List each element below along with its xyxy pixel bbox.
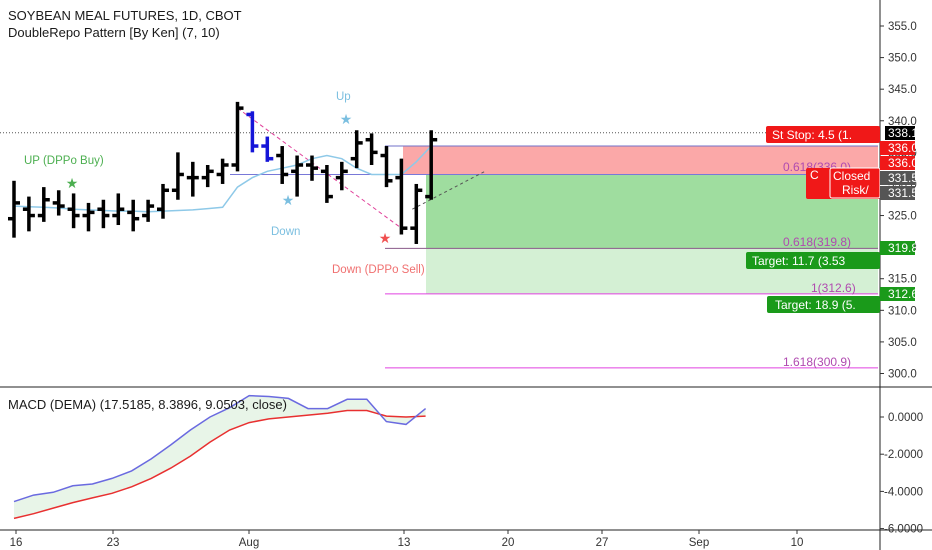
ohlc-bar [306,155,318,181]
ohlc-bar [97,199,110,229]
ohlc-bar [157,183,169,219]
stop-label: St Stop: 4.5 (1. [772,128,852,142]
ohlc-bar [380,146,393,188]
time-tick-label: 10 [791,537,804,549]
target-2-box [767,296,880,313]
ohlc-bar [52,190,65,216]
price-tag-336b-text: 336.0 [888,156,918,170]
price-tick-label: 350.0 [888,53,917,65]
price-tick-label: 340.0 [888,116,917,128]
ohlc-bar [246,111,259,153]
macd-line [13,394,427,503]
ohlc-bar [365,133,378,165]
price-tag-3315a-text: 331.5 [888,171,918,185]
up-label: Up [336,91,351,103]
ohlc-bar [320,165,333,203]
macd-tick-label: 0.0000 [888,412,923,424]
target-1-box [746,252,880,269]
last-price-text: 338.1 [888,126,918,140]
ohlc-bar [142,199,155,222]
target-zone-1 [426,174,878,249]
ohlc-bar [216,158,229,184]
star-icon-sell: ★ [379,230,392,246]
ohlc-bar [186,161,199,197]
ohlc-bar [276,146,289,184]
price-tick-label: 315.0 [888,274,917,286]
last-price-tag [885,126,915,140]
fib-label-1618: 1.618(300.9) [783,355,851,369]
ohlc-bar [231,101,244,172]
up-buy-label: UP (DPPo Buy) [24,155,104,167]
price-tick-label: 300.0 [888,369,917,381]
closed-label: Closed [833,169,870,183]
ohlc-bar [22,196,35,232]
price-tag-3315b [880,186,915,200]
price-tag-3315b-text: 331.5 [888,186,918,200]
price-tag-3126 [880,287,915,301]
star-icon-down: ★ [282,192,295,208]
ohlc-bar [37,187,50,222]
ohlc-bar [127,199,140,232]
projection-diagonal [412,170,486,210]
pattern-diagonal [237,107,402,229]
ohlc-bar [425,130,438,200]
risk-label: Risk/ [842,183,869,197]
stop-label-box [766,126,880,143]
time-tick-label: Sep [689,537,709,549]
target-1-label: Target: 11.7 (3.53 [752,254,845,268]
macd-fill-area [14,395,426,519]
time-tick-label: 16 [10,537,23,549]
time-tick-label: Aug [239,537,259,549]
ohlc-bar [8,180,20,238]
down-sell-label: Down (DPPo Sell) [332,264,425,276]
macd-tick-label: -4.0000 [884,486,923,498]
fib-label-0618: 0.618(319.8) [783,235,851,249]
signal-line [13,409,426,520]
price-tag-3198 [880,241,915,255]
macd-tick-label: -2.0000 [884,449,923,461]
star-icon-up: ★ [340,111,353,127]
down-label: Down [271,226,300,238]
time-tick-label: 23 [107,537,120,549]
price-tag-336b [880,156,915,170]
ohlc-bar [171,152,184,200]
macd-tick-label: -6.0000 [884,524,923,536]
price-tag-3126-text: 312.6 [888,287,918,301]
stop-zone [403,146,878,175]
ohlc-bar [201,165,214,188]
time-tick-label: 13 [398,537,411,549]
cr-label: C [810,168,819,182]
target-2-label: Target: 18.9 (5. [775,298,856,312]
macd-title: MACD (DEMA) (17.5185, 8.3896, 9.0503, cl… [8,397,287,412]
price-tick-label: 345.0 [888,84,917,96]
star-icon-buy: ★ [66,175,79,191]
time-tick-label: 20 [502,537,515,549]
price-tick-label: 325.0 [888,211,917,223]
fib-label-1: 1(312.6) [811,281,856,295]
price-tag-3198-text: 319.8 [888,241,918,255]
price-tag-336a [880,141,915,155]
ohlc-bar [261,136,274,162]
moving-average-line [13,145,432,213]
ohlc-bar [335,161,348,191]
ohlc-bar [350,130,363,169]
price-tag-336a-text: 336.0 [888,141,918,155]
time-tick-label: 27 [596,537,609,549]
ohlc-bar [395,158,408,235]
ohlc-bar [82,202,95,232]
price-tick-label: 355.0 [888,21,917,33]
indicator-title: DoubleRepo Pattern [By Ken] (7, 10) [8,25,220,40]
ohlc-bar [112,193,125,226]
ohlc-bar [410,183,423,244]
chart-title: SOYBEAN MEAL FUTURES, 1D, CBOT [8,8,242,23]
ohlc-bar [67,193,80,229]
ohlc-bar [291,155,304,197]
price-tick-label: 305.0 [888,337,917,349]
price-tick-label: 310.0 [888,305,917,317]
price-tag-3315a [880,171,915,185]
